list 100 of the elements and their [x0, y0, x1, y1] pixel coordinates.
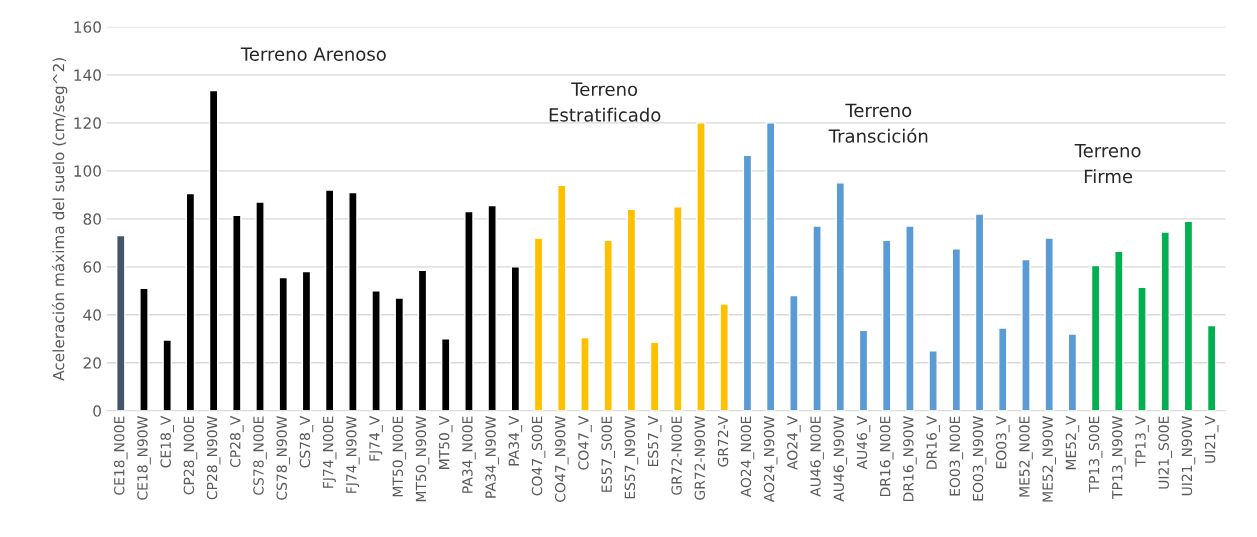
- x-tick-label: EO03_N00E: [949, 416, 964, 496]
- y-tick-label: 80: [83, 213, 101, 225]
- bar: [487, 204, 497, 411]
- x-tick-label: CS78_N00E: [253, 416, 267, 495]
- x-tick-label: ES57_S00E: [601, 416, 615, 492]
- x-tick-label: GR72-N00E: [671, 416, 682, 495]
- x-tick-label: AO24_N90W: [763, 416, 778, 503]
- y-tick-label: 0: [93, 405, 101, 417]
- y-tick-label: 100: [74, 165, 101, 177]
- x-tick-label: EO03_V: [995, 415, 1010, 469]
- x-tick-label: DR16_N90W: [903, 416, 917, 502]
- x-tick-label: AU46_N90W: [833, 416, 848, 502]
- bar: [765, 122, 776, 411]
- x-tick-label: ME52_N90W: [1042, 416, 1056, 502]
- bar: [510, 266, 521, 411]
- x-tick-label: TP13_N90W: [1112, 416, 1126, 499]
- x-tick-label: GR72-N90W: [694, 416, 706, 500]
- x-tick-label: ME52_N00E: [1019, 416, 1033, 497]
- y-tick-label: 120: [74, 117, 101, 129]
- bar: [417, 269, 428, 411]
- x-tick-label: CS78_N90W: [276, 416, 291, 500]
- bar: [1090, 264, 1101, 411]
- y-tick-label: 60: [83, 261, 101, 273]
- x-tick-label: PA34_N00E: [462, 416, 476, 493]
- bar: [139, 287, 149, 411]
- x-tick-label: MT50_V: [438, 415, 453, 469]
- bar: [1114, 250, 1124, 411]
- bar: [371, 290, 381, 411]
- bar: [580, 336, 590, 411]
- bar: [719, 303, 729, 411]
- x-tick-label: TP13_V: [1135, 415, 1149, 467]
- bar: [232, 214, 242, 411]
- bar: [440, 338, 451, 411]
- bar: [255, 201, 265, 411]
- bar: [162, 339, 172, 411]
- x-tick-label: CO47_S00E: [531, 416, 546, 496]
- y-tick-label: 20: [83, 357, 101, 369]
- x-tick-label: EO03_N90W: [972, 416, 987, 501]
- annotation: Terreno Arenoso: [240, 47, 386, 61]
- bar: [649, 341, 660, 411]
- bar: [858, 329, 869, 411]
- bar: [533, 237, 544, 411]
- x-tick-label: CE18_V: [160, 415, 174, 468]
- bar: [881, 239, 892, 411]
- x-tick-label: GR72-V: [717, 415, 729, 467]
- x-tick-label: AO24_N00E: [740, 416, 755, 498]
- x-tick-label: ES57_V: [647, 415, 662, 467]
- x-tick-label: AO24_V: [787, 415, 801, 470]
- bar: [742, 154, 753, 411]
- x-tick-label: FJ74_N00E: [322, 416, 337, 488]
- bar: [1206, 324, 1217, 411]
- bar: [394, 297, 405, 411]
- x-tick-label: PA34_N90W: [485, 416, 499, 498]
- x-tick-label: ME52_V: [1065, 415, 1080, 470]
- annotation: Terreno Transcición: [828, 103, 928, 143]
- x-tick-label: CO47_V: [578, 415, 592, 470]
- x-tick-label: CP28_N00E: [183, 416, 198, 495]
- bar: [324, 189, 335, 411]
- x-tick-label: CS78_V: [299, 415, 314, 468]
- bar: [1021, 258, 1031, 411]
- x-tick-label: FJ74_N90W: [346, 416, 360, 493]
- bar: [928, 350, 938, 411]
- bar: [905, 225, 915, 411]
- x-tick-label: DR16_N00E: [879, 416, 894, 497]
- x-tick-label: AU46_N00E: [810, 416, 824, 497]
- x-tick-label: CE18_N00E: [113, 416, 128, 495]
- bar: [464, 210, 474, 411]
- y-tick-label: 140: [74, 69, 101, 81]
- bar: [812, 225, 822, 411]
- y-tick-label: 160: [74, 21, 101, 33]
- x-tick-label: PA34_V: [508, 415, 523, 466]
- x-tick-label: DR16_V: [926, 415, 940, 469]
- bar: [1160, 231, 1170, 411]
- bar: [951, 248, 962, 411]
- bar: [208, 89, 219, 411]
- x-tick-label: ES57_N90W: [624, 416, 639, 499]
- x-tick-label: TP13_S00E: [1088, 416, 1103, 493]
- x-tick-label: MT50_N90W: [415, 416, 430, 502]
- bar: [1044, 237, 1054, 411]
- bar: [626, 208, 637, 411]
- annotation: Terreno Estratificado: [549, 82, 661, 122]
- x-tick-label: UI21_S00E: [1158, 416, 1173, 489]
- bar: [301, 270, 312, 411]
- bar: [789, 294, 799, 411]
- y-tick-label: 40: [83, 309, 101, 321]
- x-tick-label: CP28_N90W: [206, 416, 221, 500]
- bar: [603, 239, 613, 411]
- bar: [1183, 220, 1194, 411]
- x-tick-label: CE18_N90W: [137, 416, 151, 500]
- bar: [1137, 286, 1147, 411]
- x-tick-label: AU46_V: [856, 415, 871, 470]
- y-axis-title: Aceleración máxima del suelo (cm/seg^2): [51, 58, 68, 381]
- x-tick-label: MT50_N00E: [392, 416, 407, 497]
- x-tick-label: FJ74_V: [369, 415, 383, 461]
- bar: [185, 192, 196, 411]
- x-tick-label: CP28_V: [230, 415, 244, 468]
- bar: [673, 206, 683, 411]
- annotation: Terreno Firme: [1074, 144, 1141, 184]
- x-tick-label: CO47_N90W: [554, 416, 569, 502]
- bar: [835, 182, 846, 411]
